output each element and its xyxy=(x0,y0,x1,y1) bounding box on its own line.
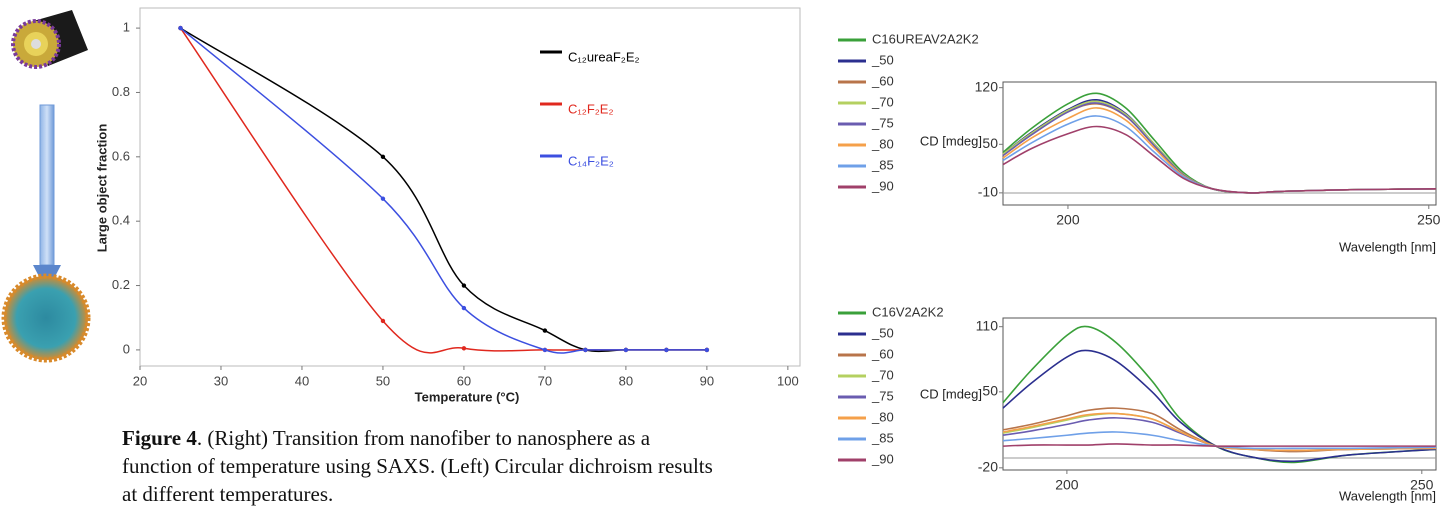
series-line xyxy=(1002,115,1437,194)
legend-label: C16V2A2K2 xyxy=(872,304,944,319)
y-axis-label: CD [mdeg] xyxy=(920,133,982,148)
plot-frame xyxy=(1002,317,1437,471)
legend-label: C₁₂F₂E₂ xyxy=(568,101,614,116)
series-line xyxy=(179,27,707,354)
legend-label: _80 xyxy=(871,409,894,424)
data-point xyxy=(380,154,386,160)
series-line xyxy=(1002,443,1436,447)
data-point xyxy=(461,346,467,351)
transition-arrow xyxy=(33,104,61,292)
x-tick-label: 70 xyxy=(538,373,552,388)
legend-label: _70 xyxy=(871,94,894,109)
figure-caption: Figure 4. (Right) Transition from nanofi… xyxy=(122,424,722,507)
y-tick-label: 0.4 xyxy=(112,213,130,228)
plot-frame xyxy=(139,7,801,367)
legend-label: _50 xyxy=(871,52,894,67)
legend-label: _90 xyxy=(871,451,894,466)
series-line xyxy=(1002,92,1437,194)
legend-label: _60 xyxy=(871,73,894,88)
y-axis-label: CD [mdeg] xyxy=(920,386,982,401)
data-point xyxy=(542,328,548,333)
data-point xyxy=(461,305,467,311)
chart: 0 0.2 0.4 0.6 0.8 1 20 30 40 50 60 70 80 90 100 Tempera… xyxy=(94,20,798,405)
series-line xyxy=(1002,349,1437,463)
legend-label: _75 xyxy=(871,388,894,403)
x-tick-label: 200 xyxy=(1055,477,1079,493)
series-line xyxy=(1002,102,1437,194)
y-tick-label: 110 xyxy=(976,317,999,333)
x-tick-label: 80 xyxy=(619,373,633,388)
series-line xyxy=(180,27,707,354)
data-point xyxy=(380,196,386,201)
nanosphere-illustration xyxy=(1,273,91,363)
plot-frame xyxy=(1002,81,1437,206)
y-tick-label: 0.8 xyxy=(112,84,130,99)
y-tick-label: 0 xyxy=(123,341,130,356)
chart: 120 50 -10 200 250 Wavelength [nm] CD [mdeg] C1… xyxy=(838,31,1441,254)
series-line xyxy=(1002,102,1437,194)
y-tick-label: 50 xyxy=(982,135,998,151)
y-tick-label: -10 xyxy=(978,184,998,200)
x-tick-label: 250 xyxy=(1417,212,1441,228)
series-line xyxy=(1002,107,1437,194)
legend-label: _50 xyxy=(871,325,894,340)
legend-label: _85 xyxy=(871,157,894,172)
series-line xyxy=(1002,100,1437,194)
legend-label: C16UREAV2A2K2 xyxy=(872,31,979,46)
series-line xyxy=(1002,99,1437,194)
y-tick-label: 1 xyxy=(123,20,130,35)
x-tick-label: 90 xyxy=(700,373,714,388)
data-point xyxy=(623,347,629,353)
x-tick-label: 200 xyxy=(1056,212,1080,228)
x-tick-label: 30 xyxy=(214,373,228,388)
data-point xyxy=(461,283,467,288)
x-tick-label: 50 xyxy=(376,373,390,388)
series-line xyxy=(1002,325,1437,464)
nanofiber-illustration xyxy=(11,10,88,69)
y-axis-label: Large object fraction xyxy=(94,124,109,253)
data-point xyxy=(380,318,386,324)
legend-label: _70 xyxy=(871,367,894,382)
x-tick-label: 250 xyxy=(1410,477,1434,493)
series-line xyxy=(1002,407,1437,453)
x-tick-label: 20 xyxy=(133,373,147,388)
data-point xyxy=(704,347,710,353)
data-point xyxy=(542,347,548,353)
x-tick-label: 100 xyxy=(777,373,799,388)
legend-label: _85 xyxy=(871,430,894,445)
x-axis-label: Temperature (°C) xyxy=(415,389,520,404)
y-tick-label: 0.6 xyxy=(112,148,130,163)
x-tick-label: 40 xyxy=(295,373,309,388)
x-axis-label: Wavelength [nm] xyxy=(1339,239,1436,254)
legend-label: _75 xyxy=(871,115,894,130)
data-point xyxy=(178,25,183,31)
data-point xyxy=(583,347,588,353)
caption-text: . (Right) Transition from nanofiber to n… xyxy=(122,426,713,506)
legend-label: _60 xyxy=(871,346,894,361)
series-line xyxy=(180,27,707,353)
legend-label: C₁₂ureaF₂E₂ xyxy=(568,49,640,64)
series-line xyxy=(1002,431,1437,450)
series-line xyxy=(1002,125,1437,194)
legend-label: C₁₄F₂E₂ xyxy=(568,153,614,168)
series-line xyxy=(1002,412,1437,452)
legend-label: _80 xyxy=(871,136,894,151)
caption-label: Figure 4 xyxy=(122,426,197,450)
data-point xyxy=(664,347,669,353)
y-tick-label: 0.2 xyxy=(112,277,130,292)
y-tick-label: -20 xyxy=(978,459,998,475)
y-tick-label: 120 xyxy=(975,78,999,94)
legend-label: _90 xyxy=(871,178,894,193)
x-tick-label: 60 xyxy=(457,373,471,388)
y-tick-label: 50 xyxy=(982,383,998,399)
x-axis-label: Wavelength [nm] xyxy=(1339,488,1436,503)
